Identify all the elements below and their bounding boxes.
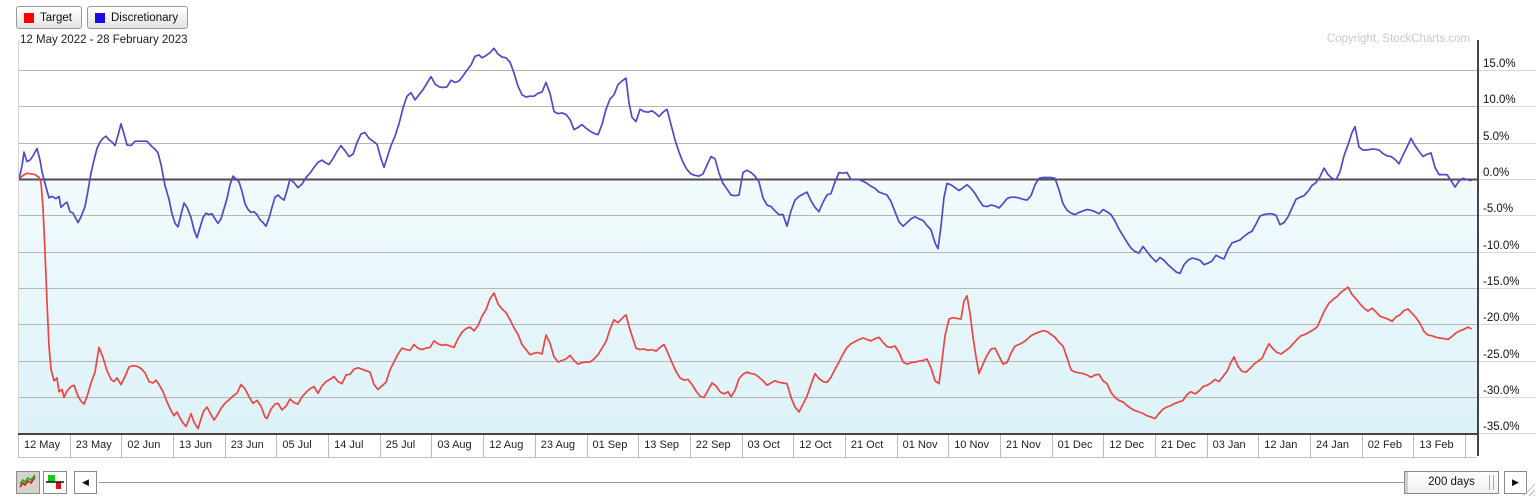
x-tick-label: 13 Jun [173, 435, 225, 457]
line-mode-button[interactable] [16, 470, 40, 494]
legend-button-target[interactable]: Target [16, 6, 82, 29]
y-tick-line [1479, 252, 1536, 253]
histogram-mode-button[interactable] [43, 470, 67, 494]
y-tick-line [1479, 288, 1536, 289]
x-tick-label: 24 Jan [1310, 435, 1362, 457]
y-tick-label: -10.0% [1483, 240, 1520, 252]
y-tick-line [1479, 324, 1536, 325]
target-line[interactable] [19, 172, 1472, 430]
y-tick-line [1479, 179, 1536, 180]
x-tick-label: 12 Dec [1103, 435, 1155, 457]
y-tick-line [1479, 397, 1536, 398]
x-tick-label: 03 Oct [741, 435, 794, 457]
cumulative-lines-icon [19, 474, 36, 488]
y-tick-line [1479, 70, 1536, 71]
discretionary-color-swatch-icon [94, 12, 105, 23]
legend-button-discretionary[interactable]: Discretionary [86, 6, 189, 29]
copyright-label: Copyright, StockCharts.com [1326, 33, 1470, 45]
y-tick-label: 0.0% [1483, 167, 1510, 179]
x-tick-label: 21 Dec [1155, 435, 1207, 457]
y-tick-line [1479, 215, 1536, 216]
x-tick-label: 12 Jan [1258, 435, 1310, 457]
x-tick-label: 02 Feb [1361, 435, 1414, 457]
x-tick-label: 22 Sep [689, 435, 742, 457]
x-tick-label: 12 Aug [483, 435, 535, 457]
y-tick-line [1479, 361, 1536, 362]
y-tick-label: 5.0% [1483, 131, 1510, 143]
y-tick-label: 10.0% [1483, 94, 1516, 106]
y-tick-label: -30.0% [1483, 385, 1520, 397]
x-tick-label: 12 May [18, 435, 70, 457]
date-range-label: 12 May 2022 - 28 February 2023 [20, 34, 188, 46]
x-tick-label: 21 Oct [844, 435, 897, 457]
scroll-right-button[interactable]: ▶ [1504, 470, 1527, 494]
y-tick-label: 15.0% [1483, 58, 1516, 70]
scrollbar-track[interactable] [99, 481, 1404, 483]
range-label: 200 days [1428, 476, 1475, 488]
performance-line-chart[interactable] [19, 40, 1478, 433]
y-tick-line [1479, 143, 1536, 144]
target-color-swatch-icon [24, 12, 34, 23]
y-tick-line [1479, 433, 1536, 434]
x-tick-label: 12 Oct [793, 435, 845, 457]
legend-label-target: Target [40, 11, 72, 24]
x-axis: 12 May 23 May 02 Jun 13 Jun 23 Jun 05 Jul 14 J… [18, 433, 1477, 458]
x-tick-label: 10 Nov [948, 435, 1000, 457]
x-tick-label: 23 Aug [534, 435, 587, 457]
x-tick-label: 02 Jun [121, 435, 173, 457]
bottom-toolbar: ◀ 200 days ▶ [16, 470, 1527, 494]
x-tick-label: 13 Feb [1413, 435, 1465, 457]
x-tick-label: 05 Jul [276, 435, 328, 457]
y-tick-label: -20.0% [1483, 312, 1520, 324]
left-arrow-icon: ◀ [82, 476, 89, 487]
y-tick-label: -15.0% [1483, 276, 1520, 288]
right-arrow-icon: ▶ [1512, 476, 1519, 487]
x-tick-label: 01 Sep [586, 435, 639, 457]
legend: Target Discretionary [16, 6, 189, 29]
x-tick-label: 03 Aug [431, 435, 483, 457]
x-tick-label: 23 May [69, 435, 122, 457]
legend-label-discretionary: Discretionary [110, 11, 179, 24]
x-tick-label: 01 Nov [896, 435, 949, 457]
range-thumb-button[interactable]: 200 days [1404, 470, 1499, 494]
y-tick-label: -35.0% [1483, 421, 1520, 433]
x-tick-label: 14 Jul [328, 435, 380, 457]
chart-plot-area[interactable] [18, 40, 1478, 433]
y-tick-label: -25.0% [1483, 349, 1520, 361]
x-tick-label: 03 Jan [1206, 435, 1259, 457]
histogram-icon [46, 475, 64, 489]
x-tick-label: 13 Sep [638, 435, 690, 457]
scroll-left-button[interactable]: ◀ [74, 470, 97, 494]
x-tick-label: 25 Jul [379, 435, 432, 457]
y-tick-line [1479, 106, 1536, 107]
x-tick-label: 23 Jun [224, 435, 277, 457]
discretionary-line[interactable] [19, 47, 1472, 275]
x-tick-label: 01 Dec [1051, 435, 1104, 457]
y-axis: 15.0% 10.0% 5.0% 0.0% -5.0% -10.0% -15.0% -20.0… [1477, 40, 1536, 456]
x-axis-stub [1465, 435, 1477, 457]
y-tick-label: -5.0% [1483, 203, 1514, 215]
x-tick-label: 21 Nov [999, 435, 1052, 457]
